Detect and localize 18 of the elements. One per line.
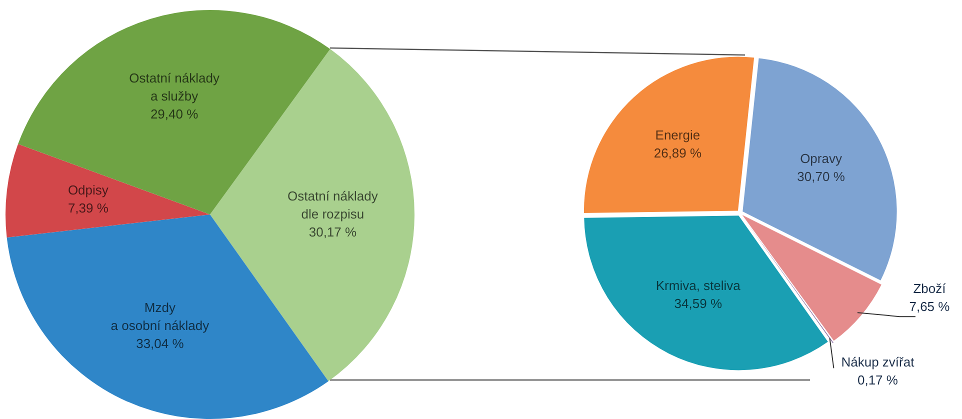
data-label: 29,40 % [150, 106, 199, 122]
data-label: 0,17 % [857, 372, 898, 388]
slice-label: Odpisy [68, 182, 109, 198]
slice-label: Zboží [913, 281, 946, 296]
data-label: 26,89 % [654, 145, 702, 160]
data-label: 7,39 % [68, 200, 109, 216]
slice-label: Opravy [800, 151, 842, 166]
data-label: 30,17 % [308, 224, 357, 240]
data-label: 30,70 % [797, 169, 846, 184]
data-label: 33,04 % [136, 336, 184, 352]
slice-label: Energie [655, 127, 700, 142]
slice-label: Nákup zvířat [841, 354, 915, 370]
data-label: 34,59 % [674, 296, 722, 311]
slice-label: Krmiva, steliva [656, 278, 742, 293]
slice-label: Ostatní náklady dle rozpisu [288, 188, 378, 222]
slice-label: Ostatní náklady a služby [129, 70, 220, 104]
slice-label: Mzdy a osobní náklady [110, 300, 210, 334]
data-label: 7,65 % [909, 299, 950, 314]
